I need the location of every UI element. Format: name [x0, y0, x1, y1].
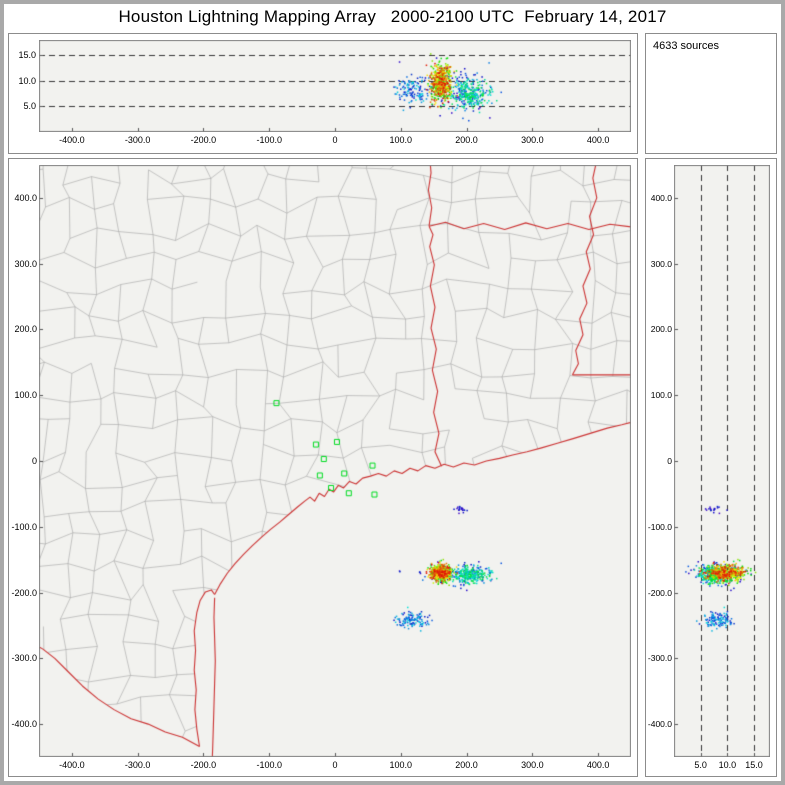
axis-tick-label: 400.0 — [586, 135, 610, 145]
axis-tick-label: 0 — [667, 456, 672, 466]
altitude-ew-plot[interactable] — [39, 40, 631, 132]
axis-tick-label: 10.0 — [718, 760, 737, 770]
altitude-ns-panel: 400.0 300.0 200.0 100.0 0 -100.0 -200.0 -300.0 -… — [645, 158, 777, 777]
axis-tick-label: 15.0 — [745, 760, 763, 770]
axis-tick-label: 300.0 — [521, 135, 544, 145]
plan-view-panel: 400.0 300.0 200.0 100.0 0 -100.0 -200.0 -300.0 -… — [8, 158, 638, 777]
axis-tick-label: 5.0 — [23, 101, 36, 112]
axis-tick-label: -100.0 — [11, 521, 37, 532]
axis-tick-label: 200.0 — [14, 324, 37, 335]
axis-tick-label: -100.0 — [647, 521, 672, 532]
axis-tick-label: 15.0 — [18, 50, 36, 61]
axis-tick-label: 300.0 — [14, 258, 37, 269]
plan-view-plot[interactable] — [39, 165, 631, 757]
axis-tick-label: 200.0 — [455, 760, 478, 770]
axis-tick-label: -300.0 — [11, 653, 37, 664]
axis-tick-label: 5.0 — [694, 760, 707, 770]
axis-tick-label: -400.0 — [647, 719, 672, 730]
axis-tick-label: 400.0 — [586, 760, 610, 770]
axis-tick-label: 100.0 — [389, 135, 413, 145]
axis-tick-label: 10.0 — [18, 75, 36, 86]
axis-tick-label: -100.0 — [256, 760, 282, 770]
axis-tick-label: -200.0 — [190, 135, 217, 145]
axis-tick-label: 300.0 — [650, 258, 672, 269]
axis-tick-label: 400.0 — [650, 192, 672, 203]
axis-tick-label: 100.0 — [14, 390, 37, 401]
axis-tick-label: 200.0 — [650, 324, 672, 335]
sources-count: 4633 sources — [653, 40, 720, 52]
axis-tick-label: -300.0 — [124, 135, 151, 145]
axis-tick-label: -400.0 — [59, 135, 85, 145]
axis-tick-label: 0 — [332, 135, 338, 145]
axis-tick-label: 0 — [332, 760, 338, 770]
axis-tick-label: 100.0 — [389, 760, 413, 770]
axis-tick-label: -200.0 — [647, 587, 672, 598]
axis-tick-label: 100.0 — [650, 390, 672, 401]
plot-title: Houston Lightning Mapping Array 2000-210… — [118, 7, 667, 26]
axis-tick-label: 0 — [31, 456, 37, 466]
axis-tick-label: -200.0 — [190, 760, 217, 770]
sources-panel: 4633 sources — [645, 33, 777, 154]
axis-tick-label: -400.0 — [11, 719, 37, 730]
axis-tick-label: -400.0 — [59, 760, 85, 770]
axis-tick-label: 400.0 — [14, 192, 37, 203]
axis-tick-label: 200.0 — [455, 135, 478, 145]
axis-tick-label: -300.0 — [124, 760, 151, 770]
altitude-ns-plot[interactable] — [674, 165, 770, 757]
axis-tick-label: -200.0 — [11, 587, 37, 598]
axis-tick-label: -300.0 — [647, 653, 672, 664]
axis-tick-label: -100.0 — [256, 135, 282, 145]
axis-tick-label: 300.0 — [521, 760, 544, 770]
altitude-ew-panel: 5.0 10.0 15.0 -400.0 -300.0 -200.0 -100.0 0 100.… — [8, 33, 638, 154]
